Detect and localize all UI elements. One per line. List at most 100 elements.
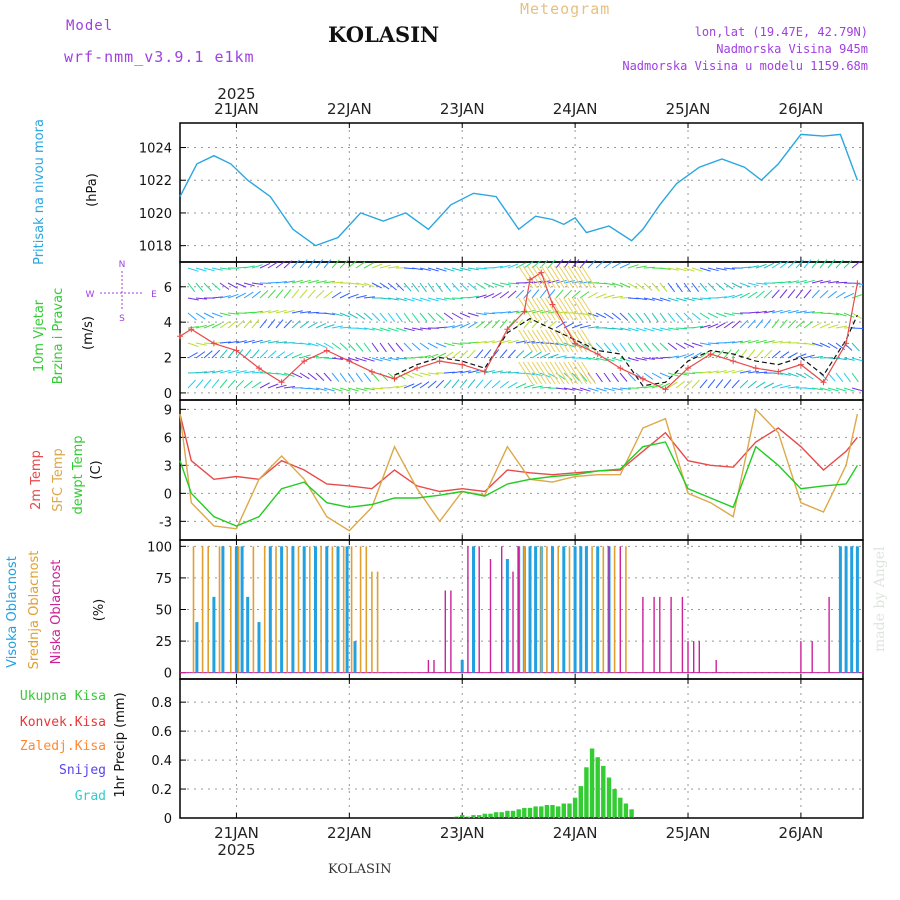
cloud-bar: [557, 546, 559, 673]
wind-arrow: [691, 267, 703, 272]
wind-arrow: [659, 372, 671, 378]
wind-arrow: [540, 361, 556, 385]
wind-arrow: [545, 361, 561, 385]
precip-bar: [550, 805, 555, 818]
wind-arrow: [283, 260, 293, 269]
wind-arrow: [443, 282, 452, 292]
wind-arrow: [587, 259, 596, 269]
wind-arrow: [527, 361, 543, 385]
wind-arrow: [427, 282, 435, 293]
wind-arrow: [699, 324, 711, 329]
wind-arrow: [291, 279, 303, 284]
y-tick-label: 0: [164, 387, 172, 402]
wind-arrow: [554, 297, 570, 321]
wind-arrow: [549, 265, 565, 289]
wind-arrow: [527, 329, 543, 353]
wind-arrow: [531, 351, 542, 359]
precip-legend-label: Snijeg: [59, 763, 106, 778]
wind-arrow: [587, 326, 599, 329]
wind-arrow: [515, 262, 526, 269]
wind-arrow: [643, 297, 655, 301]
cloud-bar: [850, 546, 854, 673]
wind-arrow: [555, 355, 567, 359]
wind-arrow: [259, 382, 270, 389]
wind-arrow: [576, 265, 592, 289]
cloud-bar: [286, 546, 288, 673]
cloud-bar: [444, 590, 446, 673]
precip-bar: [471, 815, 476, 818]
wind-arrow: [531, 309, 543, 314]
wind-arrow: [540, 265, 556, 289]
wind-arrow: [554, 329, 570, 353]
wind-arrow: [691, 297, 703, 301]
y-tick-label: 1022: [139, 174, 172, 189]
wind-arrow: [211, 296, 223, 299]
wind-arrow: [536, 329, 552, 353]
wind-arrow: [355, 312, 366, 320]
wind-arrow: [843, 357, 855, 361]
wind-arrow: [723, 321, 734, 329]
wind-arrow: [267, 261, 278, 269]
wind-speed-marker: [177, 333, 183, 340]
cloud-bar: [350, 546, 353, 673]
wind-arrow: [339, 312, 351, 318]
wind-arrow: [451, 350, 461, 359]
wind-arrow: [563, 356, 575, 359]
wind-arrow: [371, 282, 383, 289]
y-tick-label: 25: [155, 635, 172, 650]
wind-arrow: [691, 342, 703, 347]
wind-arrow: [635, 386, 648, 389]
wind-arrow: [527, 297, 543, 321]
wind-arrow: [531, 297, 547, 321]
wind-arrow: [691, 351, 702, 359]
wind-arrow: [291, 310, 303, 314]
wind-arrow: [339, 326, 352, 329]
wind-arrow: [715, 296, 727, 299]
cloud-bar: [365, 546, 368, 673]
wind-arrow: [235, 349, 244, 359]
wind-arrow: [307, 387, 319, 391]
elevation-label: Nadmorska Visina 945m: [716, 42, 868, 56]
wind-arrow: [531, 361, 547, 385]
wind-arrow: [371, 357, 383, 362]
wind-speed-marker: [594, 351, 601, 357]
wind-arrow: [339, 342, 349, 351]
wind-arrow: [835, 259, 844, 269]
cloud-bar: [263, 546, 266, 673]
wind-arrow: [467, 282, 478, 291]
wind-arrow: [203, 350, 213, 359]
wind-arrow: [747, 265, 759, 269]
wind-arrow: [731, 340, 743, 344]
wind-arrow: [467, 321, 478, 329]
wind-arrow: [427, 312, 436, 322]
wind-arrow: [739, 292, 751, 299]
wind-arrow: [747, 282, 759, 287]
wind-arrow: [549, 361, 565, 385]
wind-arrow: [443, 342, 455, 347]
wind-arrow: [851, 342, 860, 352]
wind-arrow: [619, 282, 631, 288]
wind-arrow: [747, 291, 758, 299]
wind-arrow: [475, 379, 484, 389]
wind-arrow: [795, 320, 805, 329]
wind-arrow: [827, 342, 838, 350]
wind-arrow: [651, 342, 660, 352]
wind-arrow: [491, 292, 502, 299]
wind-speed-marker: [538, 269, 545, 276]
wind-arrow: [667, 312, 676, 322]
wind-arrow: [395, 327, 407, 332]
wind-arrow: [227, 282, 238, 289]
cloud-bar: [331, 546, 334, 673]
wind-arrow: [555, 279, 567, 284]
wind-arrow: [547, 259, 556, 269]
wind-arrow: [355, 372, 363, 383]
wind-arrow: [219, 267, 231, 270]
wind-arrow: [731, 293, 743, 299]
y-tick-label: 2: [164, 352, 172, 367]
wind-arrow: [435, 342, 447, 348]
wind-arrow: [531, 289, 540, 299]
wind-arrow: [595, 357, 607, 362]
cloud-bar: [489, 559, 492, 673]
wind-arrow: [187, 342, 199, 347]
wind-arrow: [755, 349, 764, 359]
